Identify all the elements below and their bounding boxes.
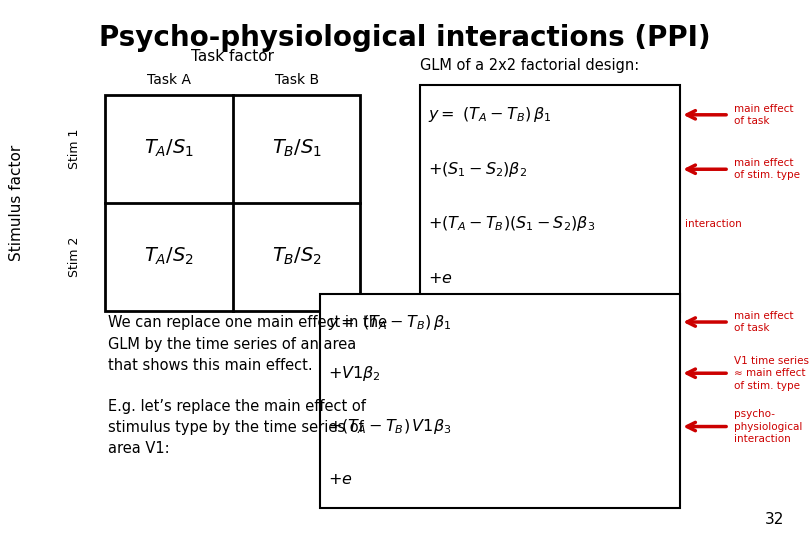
Bar — [105, 94, 360, 310]
Text: $T_B/S_2$: $T_B/S_2$ — [271, 246, 322, 267]
Text: $+e$: $+e$ — [328, 472, 352, 488]
Text: Task factor: Task factor — [191, 49, 275, 64]
Text: 32: 32 — [765, 511, 784, 526]
Text: Psycho-physiological interactions (PPI): Psycho-physiological interactions (PPI) — [99, 24, 711, 52]
Bar — [320, 294, 680, 508]
Text: $y =\ (T_A - T_B)\,\beta_1$: $y =\ (T_A - T_B)\,\beta_1$ — [428, 105, 551, 124]
Text: psycho-
physiological
interaction: psycho- physiological interaction — [734, 409, 803, 444]
Text: Task A: Task A — [147, 73, 191, 87]
Text: Task B: Task B — [275, 73, 318, 87]
Text: $+V1\beta_2$: $+V1\beta_2$ — [328, 364, 381, 383]
Bar — [420, 85, 680, 312]
Text: $T_B/S_1$: $T_B/S_1$ — [271, 138, 322, 159]
Text: main effect
of task: main effect of task — [734, 104, 794, 126]
Text: Stim 2: Stim 2 — [68, 237, 81, 276]
Text: E.g. let’s replace the main effect of
stimulus type by the time series of
area V: E.g. let’s replace the main effect of st… — [108, 399, 365, 456]
Text: We can replace one main effect in the
GLM by the time series of an area
that sho: We can replace one main effect in the GL… — [108, 315, 387, 373]
Text: $T_A/S_1$: $T_A/S_1$ — [144, 138, 194, 159]
Text: main effect
of stim. type: main effect of stim. type — [734, 158, 800, 180]
Text: main effect
of task: main effect of task — [734, 311, 794, 333]
Text: $+(S_1 - S_2)\beta_2$: $+(S_1 - S_2)\beta_2$ — [428, 160, 526, 179]
Text: GLM of a 2x2 factorial design:: GLM of a 2x2 factorial design: — [420, 58, 639, 73]
Text: interaction: interaction — [685, 219, 742, 228]
Text: $+(T_A - T_B)\,V1\beta_3$: $+(T_A - T_B)\,V1\beta_3$ — [328, 417, 451, 436]
Text: Stim 1: Stim 1 — [68, 129, 81, 168]
Text: Stimulus factor: Stimulus factor — [9, 144, 23, 261]
Text: $y =\ (T_A - T_B)\,\beta_1$: $y =\ (T_A - T_B)\,\beta_1$ — [328, 313, 451, 332]
Text: $+(T_A - T_B)(S_1 - S_2)\beta_3$: $+(T_A - T_B)(S_1 - S_2)\beta_3$ — [428, 214, 595, 233]
Text: V1 time series
≈ main effect
of stim. type: V1 time series ≈ main effect of stim. ty… — [734, 356, 809, 390]
Text: $+e$: $+e$ — [428, 271, 452, 286]
Text: $T_A/S_2$: $T_A/S_2$ — [144, 246, 194, 267]
